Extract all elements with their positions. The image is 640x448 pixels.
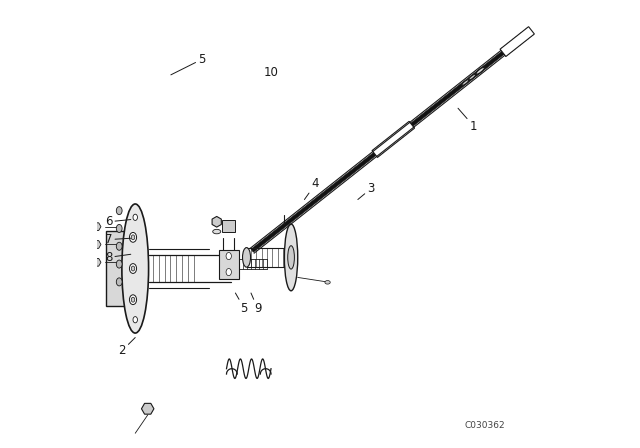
Text: 6: 6 <box>105 215 131 228</box>
Text: C030362: C030362 <box>465 421 505 430</box>
Ellipse shape <box>476 67 484 74</box>
Ellipse shape <box>131 266 135 271</box>
Polygon shape <box>212 216 221 227</box>
Text: 1: 1 <box>458 108 477 133</box>
Polygon shape <box>500 27 534 56</box>
Text: 5: 5 <box>236 293 248 315</box>
Text: 3: 3 <box>358 182 375 199</box>
Polygon shape <box>372 121 415 157</box>
Polygon shape <box>141 403 154 414</box>
Ellipse shape <box>468 74 476 80</box>
Ellipse shape <box>129 263 136 273</box>
Text: 10: 10 <box>264 66 278 79</box>
Polygon shape <box>251 52 504 252</box>
Ellipse shape <box>146 407 149 410</box>
Text: 4: 4 <box>305 177 319 199</box>
Ellipse shape <box>131 297 135 302</box>
Ellipse shape <box>116 242 122 250</box>
FancyBboxPatch shape <box>219 250 239 279</box>
Text: 8: 8 <box>105 251 131 264</box>
Bar <box>222 220 236 233</box>
Ellipse shape <box>122 204 148 333</box>
Ellipse shape <box>131 235 135 240</box>
Ellipse shape <box>243 248 250 267</box>
Ellipse shape <box>325 280 330 284</box>
Ellipse shape <box>212 229 221 234</box>
Ellipse shape <box>116 207 122 215</box>
Ellipse shape <box>284 224 298 291</box>
Ellipse shape <box>116 278 122 286</box>
Text: 7: 7 <box>105 233 131 246</box>
Ellipse shape <box>116 224 122 233</box>
Ellipse shape <box>226 253 232 260</box>
Text: 9: 9 <box>251 293 261 315</box>
Text: 5: 5 <box>171 53 205 75</box>
Ellipse shape <box>133 214 138 220</box>
Ellipse shape <box>116 260 122 268</box>
Text: 2: 2 <box>118 337 135 358</box>
Ellipse shape <box>129 233 136 242</box>
FancyBboxPatch shape <box>106 231 132 306</box>
Polygon shape <box>92 258 101 266</box>
Ellipse shape <box>226 268 232 276</box>
Ellipse shape <box>462 80 469 86</box>
Ellipse shape <box>129 295 136 305</box>
Polygon shape <box>92 223 101 231</box>
Ellipse shape <box>133 317 138 323</box>
Ellipse shape <box>288 246 294 269</box>
Polygon shape <box>92 241 101 248</box>
